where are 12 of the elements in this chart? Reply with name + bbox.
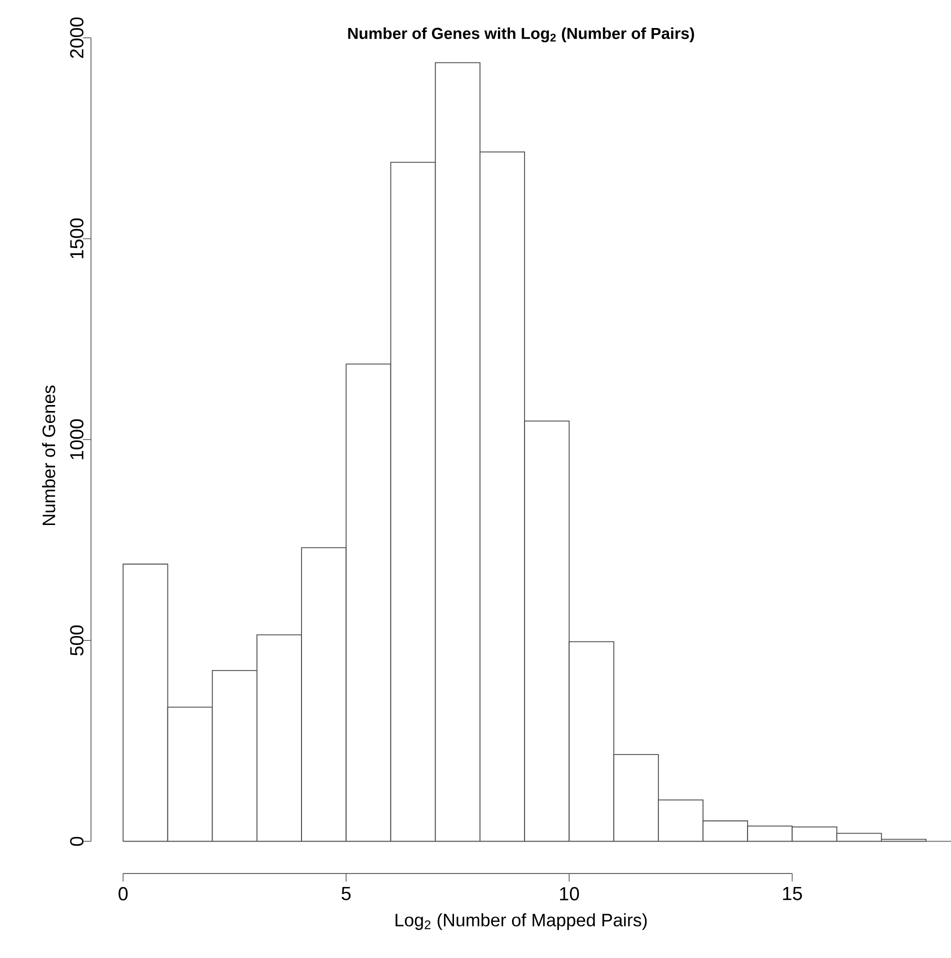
chart-title: Number of Genes with Log$_{2}$ (Number of Pairs) (348, 27, 694, 42)
y-axis-title: Number of Genes (42, 386, 56, 525)
y-tick-label: 1000 (70, 419, 84, 460)
x-tick-label: 15 (783, 887, 802, 900)
y-tick-label: 0 (70, 836, 84, 846)
x-axis-title: Log$_{2}$ (Number of Mapped Pairs) (396, 913, 647, 930)
x-tick-label: 10 (560, 887, 579, 900)
x-tick-label: 5 (342, 887, 351, 900)
y-tick-label: 2000 (70, 17, 84, 58)
y-tick-label: 500 (70, 625, 84, 656)
y-tick-label: 1500 (70, 218, 84, 258)
x-tick-label: 0 (118, 887, 128, 900)
